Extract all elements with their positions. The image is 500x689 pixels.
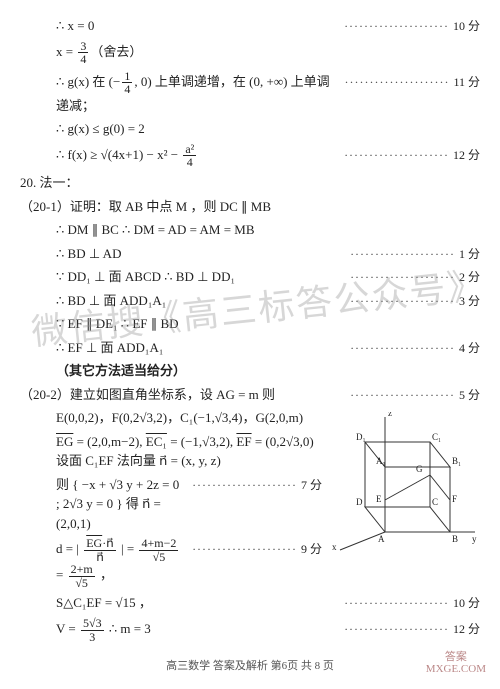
vertex-A: A — [378, 534, 385, 544]
line-text: E(0,0,2)，F(0,2√3,2)，C₁(−1,√3,4)，G(2,0,m) — [20, 408, 322, 428]
line-text: 20. 法一： — [20, 173, 480, 193]
axis-y-label: y — [472, 534, 477, 544]
line-text: S△C₁EF = √15 ， — [20, 593, 336, 613]
solution-line: ∴ BD ⊥ 面 ADD₁A₁3 分 — [20, 291, 480, 311]
stamp-line1: 答案 — [426, 651, 486, 663]
score-annotation: 11 分 — [337, 73, 480, 91]
line-text: ∴ DM ∥ BC ∴ DM = AD = AM = MB — [20, 220, 480, 240]
vertex-D1: D₁ — [356, 432, 366, 442]
solution-line: （20-1）证明：取 AB 中点 M ，则 DC ∥ MB — [20, 197, 480, 217]
line-text: ∴ g(x) ≤ g(0) = 2 — [20, 119, 480, 139]
vertex-B: B — [452, 534, 458, 544]
solution-line: V = 5√33 ∴ m = 312 分 — [20, 617, 480, 643]
vertex-D: D — [356, 497, 363, 507]
solution-line: x = 34（舍去） — [20, 40, 480, 66]
line-text: （20-2）建立如图直角坐标系，设 AG = m 则 — [20, 385, 342, 405]
site-stamp: 答案 MXGE.COM — [426, 651, 486, 675]
axis-z-label: z — [388, 412, 392, 418]
score-annotation: 5 分 — [342, 386, 480, 404]
solution-line: （其它方法适当给分） — [20, 361, 480, 381]
score-annotation: 10 分 — [336, 17, 480, 35]
solution-line: E(0,0,2)，F(0,2√3,2)，C₁(−1,√3,4)，G(2,0,m) — [20, 408, 322, 428]
solution-line: ∵ DD₁ ⊥ 面 ABCD ∴ BD ⊥ DD₁2 分 — [20, 267, 480, 287]
line-text: d = | EG·n⃗n⃗ | = 4+m−2√5 = 2+m√5 ， — [20, 537, 184, 589]
line-text: ∵ DD₁ ⊥ 面 ABCD ∴ BD ⊥ DD₁ — [20, 267, 342, 287]
line-text: ∴ BD ⊥ 面 ADD₁A₁ — [20, 291, 342, 311]
solution-line: （20-2）建立如图直角坐标系，设 AG = m 则5 分 — [20, 385, 480, 405]
score-annotation: 12 分 — [336, 620, 480, 638]
solution-line: S△C₁EF = √15 ，10 分 — [20, 593, 480, 613]
line-text: 则 { −x + √3 y + 2z = 0 ; 2√3 y = 0 } 得 n… — [20, 475, 184, 534]
score-annotation: 10 分 — [336, 594, 480, 612]
stamp-line2: MXGE.COM — [426, 663, 486, 675]
score-annotation: 7 分 — [184, 476, 322, 494]
solution-line: d = | EG·n⃗n⃗ | = 4+m−2√5 = 2+m√5 ，9 分 — [20, 537, 322, 589]
solution-line: ∴ g(x) ≤ g(0) = 2 — [20, 119, 480, 139]
point-F: F — [452, 494, 457, 504]
solution-line: ∵ EF ∥ DE₁ ∴ EF ∥ BD — [20, 314, 480, 334]
line-text: （其它方法适当给分） — [20, 361, 480, 381]
solution-line: ∴ f(x) ≥ √(4x+1) − x² − a²412 分 — [20, 143, 480, 169]
page-footer: 高三数学 答案及解析 第6页 共 8 页 — [20, 657, 480, 673]
line-text: ∴ BD ⊥ AD — [20, 244, 342, 264]
line-text: x = 34（舍去） — [20, 40, 480, 66]
score-annotation: 9 分 — [184, 540, 322, 558]
solution-line: EG = (2,0,m−2), EC₁ = (−1,√3,2), EF = (0… — [20, 432, 322, 471]
vertex-A1: A₁ — [376, 456, 386, 466]
solution-line: 则 { −x + √3 y + 2z = 0 ; 2√3 y = 0 } 得 n… — [20, 475, 322, 534]
vertex-C1: C₁ — [432, 432, 441, 442]
vertex-C: C — [432, 497, 438, 507]
line-text: ∴ EF ⊥ 面 ADD₁A₁ — [20, 338, 342, 358]
score-annotation: 4 分 — [342, 339, 480, 357]
geometry-diagram: z y x A B C D A₁ B₁ C₁ D₁ E F G — [330, 412, 480, 552]
score-annotation: 3 分 — [342, 292, 480, 310]
point-E: E — [376, 494, 382, 504]
line-text: ∴ g(x) 在 (−14, 0) 上单调递增，在 (0, +∞) 上单调递减； — [20, 70, 337, 116]
solution-line: ∴ BD ⊥ AD1 分 — [20, 244, 480, 264]
line-text: ∴ f(x) ≥ √(4x+1) − x² − a²4 — [20, 143, 336, 169]
axis-x-label: x — [332, 542, 337, 552]
line-text: （20-1）证明：取 AB 中点 M ，则 DC ∥ MB — [20, 197, 480, 217]
solution-line: ∴ EF ⊥ 面 ADD₁A₁4 分 — [20, 338, 480, 358]
line-text: ∵ EF ∥ DE₁ ∴ EF ∥ BD — [20, 314, 480, 334]
solution-line: ∴ x = 010 分 — [20, 16, 480, 36]
vertex-B1: B₁ — [452, 456, 461, 466]
score-annotation: 12 分 — [336, 146, 480, 164]
line-text: ∴ x = 0 — [20, 16, 336, 36]
score-annotation: 2 分 — [342, 268, 480, 286]
solution-body: ∴ x = 010 分x = 34（舍去）∴ g(x) 在 (−14, 0) 上… — [20, 16, 480, 643]
score-annotation: 1 分 — [342, 245, 480, 263]
point-G: G — [416, 464, 423, 474]
solution-line: ∴ g(x) 在 (−14, 0) 上单调递增，在 (0, +∞) 上单调递减；… — [20, 70, 480, 116]
line-text: V = 5√33 ∴ m = 3 — [20, 617, 336, 643]
solution-line: ∴ DM ∥ BC ∴ DM = AD = AM = MB — [20, 220, 480, 240]
line-text: EG = (2,0,m−2), EC₁ = (−1,√3,2), EF = (0… — [20, 432, 322, 471]
solution-line: 20. 法一： — [20, 173, 480, 193]
